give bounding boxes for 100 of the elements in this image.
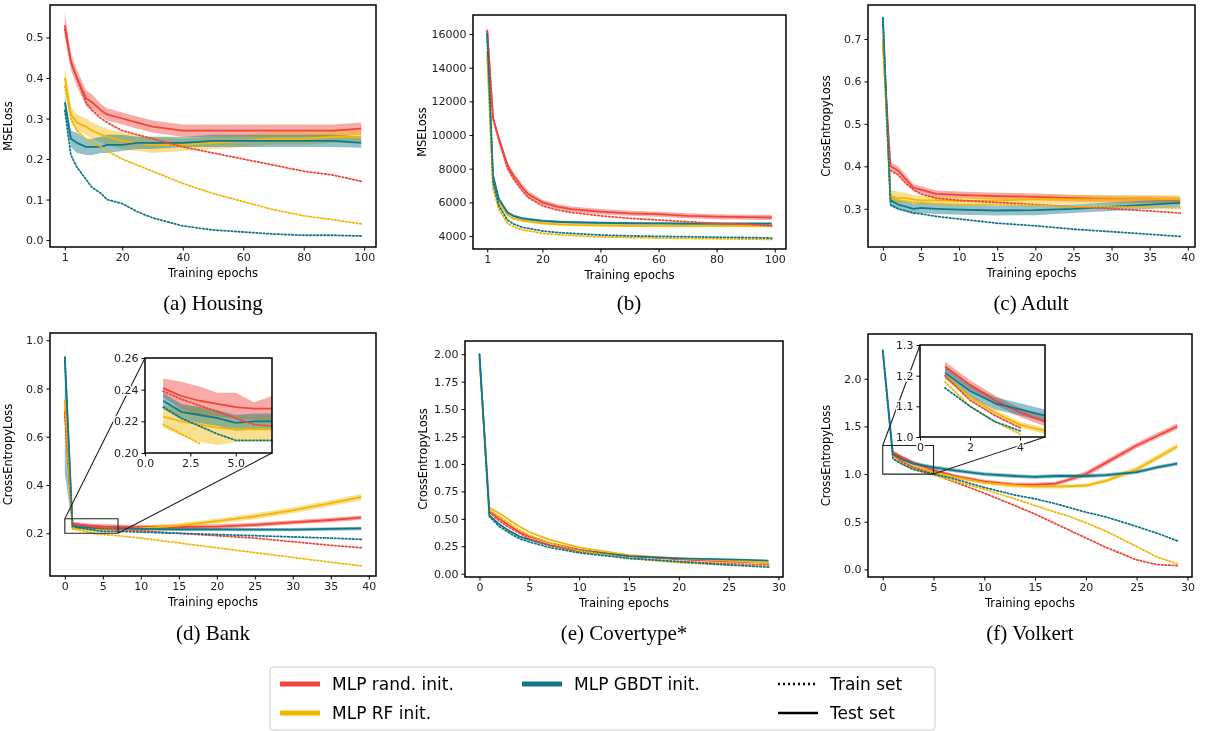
x-tick-label: 0 xyxy=(476,581,484,595)
y-tick-label: 0.75 xyxy=(434,485,459,499)
y-tick-label: 0.3 xyxy=(844,202,862,216)
x-tick-label: 0 xyxy=(61,580,69,594)
x-tick-label: 100 xyxy=(354,251,376,265)
x-tick-label: 30 xyxy=(286,580,301,594)
x-tick-label: 15 xyxy=(622,581,637,595)
x-tick-label: 100 xyxy=(764,253,786,267)
y-tick-label: 2.00 xyxy=(434,348,459,362)
x-tick-label: 80 xyxy=(297,251,312,265)
x-tick-label: 25 xyxy=(248,580,263,594)
y-tick-label: 2.0 xyxy=(844,372,862,386)
x-tick-label: 35 xyxy=(1143,251,1158,265)
x-tick-label: 35 xyxy=(324,580,339,594)
x-tick-label: 10 xyxy=(952,251,967,265)
y-tick-label: 0.4 xyxy=(26,479,44,493)
x-tick-label: 2 xyxy=(967,441,974,455)
x-tick-label: 5 xyxy=(99,580,107,594)
y-tick-label: 1.25 xyxy=(434,430,459,444)
y-tick-label: 0.26 xyxy=(114,352,139,366)
y-tick-label: 1.1 xyxy=(896,400,914,414)
y-tick-label: 1.00 xyxy=(434,457,459,471)
x-tick-label: 2.5 xyxy=(182,457,200,471)
x-tick-label: 25 xyxy=(1066,251,1081,265)
y-tick-label: 0.22 xyxy=(114,415,139,429)
x-tick-label: 20 xyxy=(1079,581,1094,595)
text: (d) Bank xyxy=(175,621,251,645)
y-tick-label: 0.3 xyxy=(26,112,44,126)
y-tick-label: 0.4 xyxy=(26,71,44,85)
y-axis-title: CrossEntropyLoss xyxy=(1,403,15,506)
y-tick-label: 0.5 xyxy=(844,515,862,529)
y-tick-label: 0.2 xyxy=(26,527,44,541)
x-tick-label: 15 xyxy=(1028,581,1043,595)
y-axis-title: MSELoss xyxy=(1,101,15,151)
x-tick-label: 20 xyxy=(535,253,550,267)
y-tick-label: 1.0 xyxy=(896,431,914,445)
y-tick-label: 0.50 xyxy=(434,512,459,526)
y-tick-label: 10000 xyxy=(431,129,467,143)
x-tick-label: 10 xyxy=(977,581,992,595)
y-axis-title: CrossEntropyLoss xyxy=(416,408,430,510)
x-tick-label: 4 xyxy=(1017,441,1024,455)
x-tick-label: 5 xyxy=(917,251,925,265)
y-tick-label: 0.1 xyxy=(26,193,44,207)
legend-label: MLP RF init. xyxy=(332,703,432,723)
x-tick-label: 10 xyxy=(572,581,587,595)
y-tick-label: 1.0 xyxy=(844,468,862,482)
x-axis-title: Training epochs xyxy=(166,595,259,609)
x-tick-label: 1 xyxy=(484,253,492,267)
x-tick-label: 5.0 xyxy=(227,457,245,471)
y-tick-label: 8000 xyxy=(438,162,467,176)
x-tick-label: 15 xyxy=(990,251,1005,265)
x-tick-label: 20 xyxy=(1028,251,1043,265)
y-tick-label: 0.2 xyxy=(26,153,44,167)
x-tick-label: 0 xyxy=(879,581,887,595)
y-axis-title: CrossEntropyLoss xyxy=(819,75,833,177)
x-tick-label: 60 xyxy=(236,251,251,265)
text: (a) Housing xyxy=(163,291,264,315)
y-tick-label: 1.0 xyxy=(26,334,44,348)
y-tick-label: 1.75 xyxy=(434,375,459,389)
x-tick-label: 20 xyxy=(672,581,687,595)
x-tick-label: 60 xyxy=(652,253,667,267)
legend-label: MLP GBDT init. xyxy=(574,674,700,694)
x-axis-title: Training epochs xyxy=(583,268,675,282)
x-tick-label: 30 xyxy=(1180,581,1195,595)
x-tick-label: 30 xyxy=(1105,251,1120,265)
y-tick-label: 1.50 xyxy=(434,403,459,417)
x-tick-label: 15 xyxy=(172,580,187,594)
y-tick-label: 0.7 xyxy=(844,32,862,46)
x-tick-label: 5 xyxy=(526,581,534,595)
y-tick-label: 1.3 xyxy=(896,339,914,353)
x-tick-label: 80 xyxy=(710,253,725,267)
x-axis-title: Training epochs xyxy=(983,596,1076,610)
x-tick-label: 40 xyxy=(176,251,191,265)
y-tick-label: 0.5 xyxy=(26,31,44,45)
x-tick-label: 0 xyxy=(879,251,887,265)
y-tick-label: 0.20 xyxy=(114,447,139,461)
x-tick-label: 25 xyxy=(1130,581,1145,595)
y-tick-label: 12000 xyxy=(431,95,467,109)
x-tick-label: 40 xyxy=(593,253,608,267)
y-tick-label: 0.5 xyxy=(844,117,862,131)
y-axis-title: CrossEntropyLoss xyxy=(819,404,833,507)
y-tick-label: 0.0 xyxy=(26,234,44,248)
y-tick-label: 0.6 xyxy=(26,430,44,444)
text: Train set xyxy=(829,674,903,694)
y-tick-label: 0.25 xyxy=(434,540,459,554)
x-axis-title: Training epochs xyxy=(577,596,670,610)
legend-label: MLP rand. init. xyxy=(332,674,454,694)
text: Test set xyxy=(829,703,896,723)
x-tick-label: 20 xyxy=(115,251,130,265)
x-tick-label: 40 xyxy=(362,580,377,594)
y-tick-label: 0.6 xyxy=(844,75,862,89)
y-axis-title: MSELoss xyxy=(414,107,429,157)
x-tick-label: 40 xyxy=(1181,251,1196,265)
text: (b) xyxy=(616,291,642,315)
y-tick-label: 0.0 xyxy=(844,563,862,577)
y-tick-label: 0.8 xyxy=(26,382,44,396)
x-tick-label: 30 xyxy=(772,581,787,595)
y-tick-label: 1.5 xyxy=(844,420,862,434)
y-tick-label: 6000 xyxy=(438,196,467,210)
y-tick-label: 0.00 xyxy=(434,567,459,581)
